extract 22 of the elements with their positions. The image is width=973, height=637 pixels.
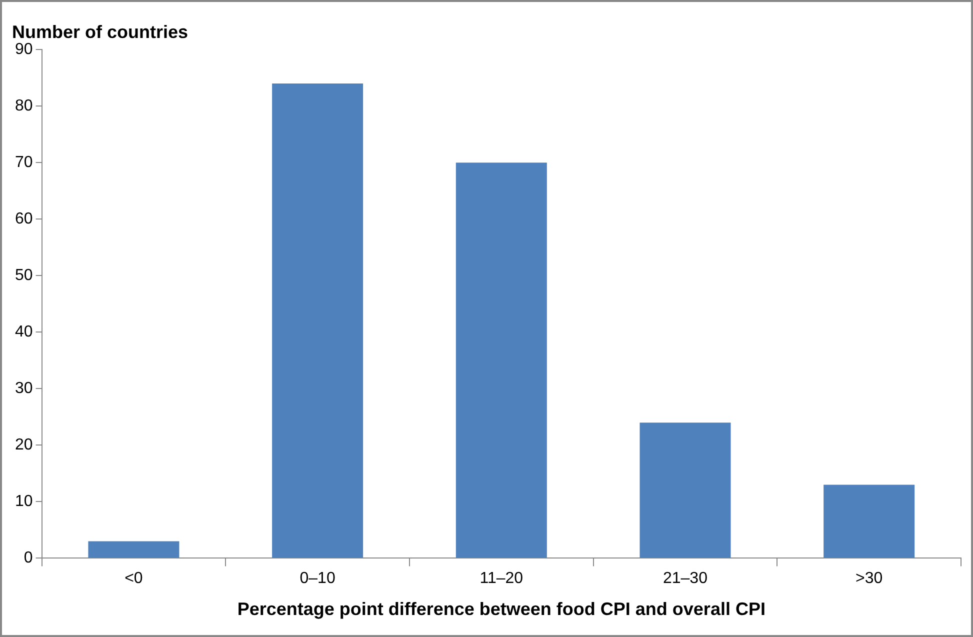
y-axis-title: Number of countries xyxy=(12,22,188,42)
y-tick-label: 10 xyxy=(15,493,33,510)
y-tick-label: 50 xyxy=(15,267,33,284)
y-tick-label: 30 xyxy=(15,380,33,398)
bar xyxy=(824,484,915,558)
x-axis-title: Percentage point difference between food CPI and overall CPI xyxy=(237,599,766,620)
y-tick-label: 20 xyxy=(15,436,33,454)
y-tick-label: 70 xyxy=(15,154,33,172)
bar xyxy=(640,422,731,558)
y-tick-label: 40 xyxy=(15,324,33,341)
y-tick-label: 80 xyxy=(15,98,33,115)
x-tick-label: >30 xyxy=(856,570,883,588)
bar xyxy=(272,84,364,558)
x-tick-label: 0–10 xyxy=(300,570,336,588)
bar xyxy=(88,541,180,558)
bar xyxy=(456,162,547,558)
y-tick-label: 90 xyxy=(15,41,33,58)
y-tick-label: 0 xyxy=(24,550,33,567)
x-tick-label: 21–30 xyxy=(662,570,708,588)
y-tick-label: 60 xyxy=(15,210,33,228)
x-tick-label: <0 xyxy=(124,570,143,588)
x-tick-label: 11–20 xyxy=(480,570,524,588)
